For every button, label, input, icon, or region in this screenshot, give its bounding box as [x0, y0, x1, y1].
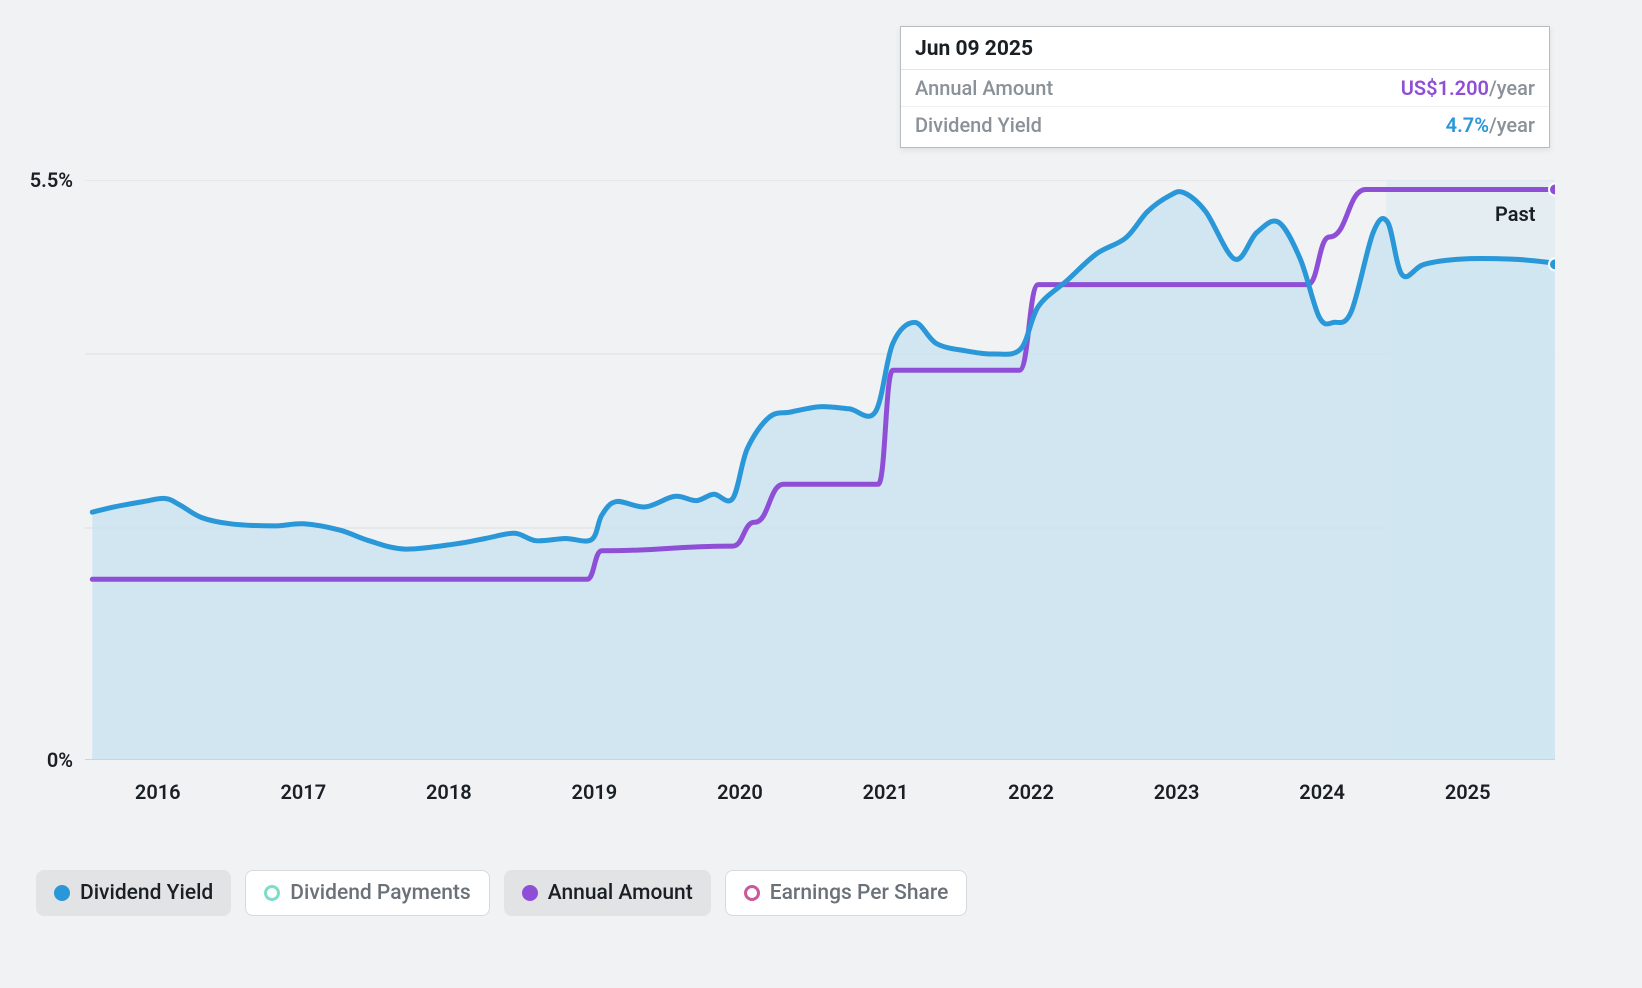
tooltip-row-yield: Dividend Yield 4.7%/year [901, 107, 1549, 147]
legend-item-label: Dividend Yield [80, 881, 213, 905]
legend-dot-icon [522, 885, 538, 901]
legend-item-label: Earnings Per Share [770, 881, 949, 905]
tooltip-row-value: US$1.200 [1401, 76, 1489, 100]
x-tick-label: 2022 [991, 780, 1071, 804]
tooltip-row-value: 4.7% [1446, 113, 1489, 137]
tooltip-date: Jun 09 2025 [901, 27, 1549, 70]
legend-item[interactable]: Annual Amount [504, 870, 711, 916]
x-tick-label: 2023 [1137, 780, 1217, 804]
chart-plot[interactable] [85, 180, 1555, 760]
x-tick-label: 2016 [118, 780, 198, 804]
y-tick-max: 5.5% [0, 168, 73, 192]
tooltip-row-label: Annual Amount [915, 76, 1053, 100]
x-tick-label: 2019 [554, 780, 634, 804]
legend-dot-icon [54, 885, 70, 901]
x-tick-label: 2020 [700, 780, 780, 804]
x-tick-label: 2021 [845, 780, 925, 804]
legend-item[interactable]: Dividend Yield [36, 870, 231, 916]
legend-ring-icon [264, 885, 280, 901]
x-tick-label: 2018 [409, 780, 489, 804]
x-tick-label: 2025 [1428, 780, 1508, 804]
tooltip-row-unit: /year [1489, 76, 1535, 100]
y-tick-min: 0% [0, 748, 73, 772]
hover-tooltip: Jun 09 2025 Annual Amount US$1.200/year … [900, 26, 1550, 148]
tooltip-row-label: Dividend Yield [915, 113, 1042, 137]
chart-legend: Dividend Yield Dividend Payments Annual Am… [36, 870, 967, 916]
legend-item-label: Annual Amount [548, 881, 693, 905]
legend-ring-icon [744, 885, 760, 901]
x-tick-label: 2024 [1282, 780, 1362, 804]
past-region-label: Past [1495, 202, 1535, 226]
x-tick-label: 2017 [263, 780, 343, 804]
legend-item[interactable]: Earnings Per Share [725, 870, 968, 916]
legend-item[interactable]: Dividend Payments [245, 870, 489, 916]
tooltip-row-unit: /year [1489, 113, 1535, 137]
legend-item-label: Dividend Payments [290, 881, 470, 905]
tooltip-row-amount: Annual Amount US$1.200/year [901, 70, 1549, 107]
